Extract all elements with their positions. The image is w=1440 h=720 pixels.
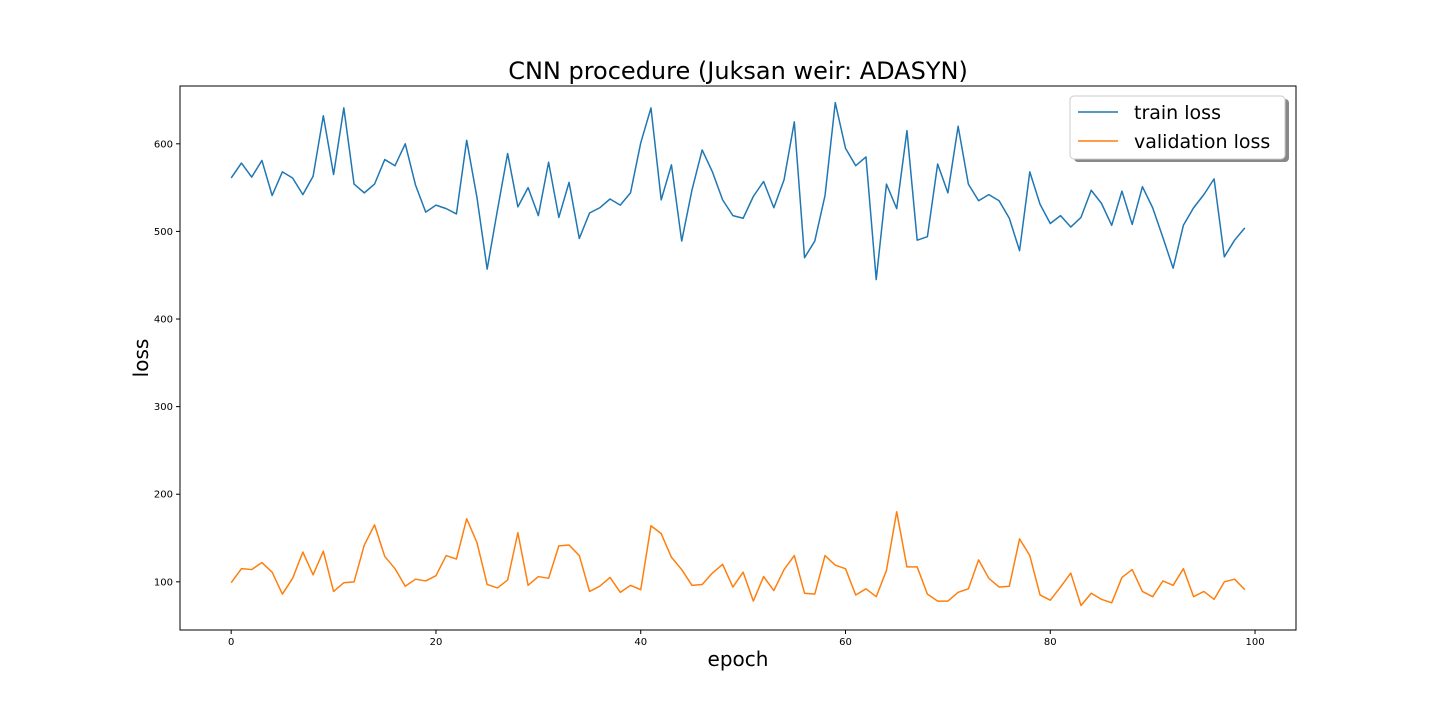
x-tick-label: 0 (228, 637, 234, 648)
y-axis: 100 200 300 400 500 600 (154, 139, 180, 588)
legend-label-validation-loss: validation loss (1134, 131, 1270, 153)
x-tick-label: 100 (1245, 637, 1264, 648)
y-tick-label: 500 (154, 227, 173, 238)
series-line-validation-loss (230, 510, 1246, 607)
x-tick-label: 80 (1044, 637, 1057, 648)
series-layer (230, 101, 1246, 607)
x-axis: 0 20 40 60 80 100 (228, 630, 1265, 648)
y-tick-label: 600 (154, 139, 173, 150)
y-tick-label: 400 (154, 315, 173, 326)
chart-title: CNN procedure (Juksan weir: ADASYN) (508, 57, 968, 85)
y-tick-label: 300 (154, 402, 173, 413)
series-line-train-loss (230, 101, 1246, 281)
y-axis-title: loss (129, 339, 153, 378)
x-tick-label: 60 (839, 637, 852, 648)
y-tick-label: 200 (154, 490, 173, 501)
legend-label-train-loss: train loss (1134, 102, 1221, 124)
x-tick-label: 20 (430, 637, 443, 648)
legend-box (1069, 95, 1286, 160)
x-axis-title: epoch (708, 647, 769, 671)
y-tick-label: 100 (154, 577, 173, 588)
legend: train loss validation loss (1069, 95, 1289, 162)
x-tick-label: 40 (634, 637, 647, 648)
plot-area-frame (179, 85, 1297, 631)
